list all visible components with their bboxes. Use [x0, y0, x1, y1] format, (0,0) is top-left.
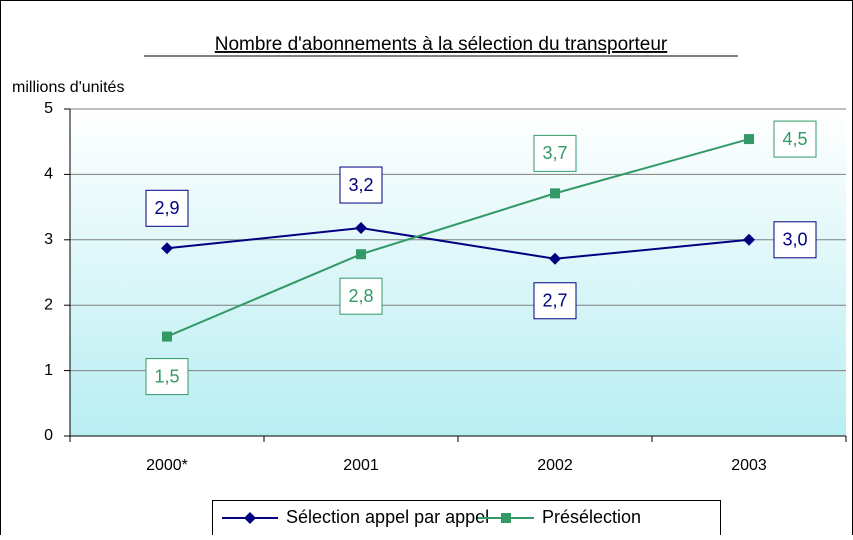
data-label: 3,7	[542, 143, 567, 163]
marker	[501, 513, 511, 523]
y-tick-label: 3	[44, 231, 53, 248]
y-tick-label: 5	[44, 100, 53, 117]
data-label-box	[339, 277, 383, 315]
y-tick-label: 4	[44, 166, 53, 183]
y-axis-label: millions d'unités	[12, 79, 124, 96]
data-label: 4,5	[782, 129, 807, 149]
marker	[356, 249, 366, 260]
plot-area	[70, 109, 846, 436]
legend-label: Sélection appel par appel	[286, 507, 489, 527]
data-label: 3,2	[348, 175, 373, 195]
series-line	[166, 227, 750, 260]
data-label: 2,9	[154, 198, 179, 218]
legend	[212, 500, 721, 540]
legend-label: Présélection	[542, 507, 641, 527]
series-line	[166, 138, 750, 338]
x-tick-label: 2000*	[146, 457, 188, 474]
data-label-box	[773, 120, 817, 158]
data-label-box	[145, 358, 189, 396]
y-tick-label: 1	[44, 362, 53, 379]
chart-title: Nombre d'abonnements à la sélection du t…	[215, 34, 668, 55]
marker	[743, 233, 755, 246]
data-label: 2,7	[542, 291, 567, 311]
x-tick-label: 2001	[343, 457, 379, 474]
marker	[744, 134, 754, 145]
data-label-box	[533, 282, 577, 320]
marker	[161, 242, 173, 255]
marker	[549, 252, 561, 265]
x-tick-label: 2002	[537, 457, 573, 474]
data-label-box	[533, 134, 577, 172]
x-tick-label: 2003	[731, 457, 767, 474]
marker	[550, 188, 560, 199]
marker	[355, 222, 367, 235]
data-label-box	[339, 166, 383, 204]
data-label-box	[773, 221, 817, 259]
data-label: 1,5	[154, 366, 179, 386]
data-label: 3,0	[782, 230, 807, 250]
data-label-box	[145, 189, 189, 227]
marker	[244, 512, 256, 524]
marker	[162, 331, 172, 342]
data-label: 2,8	[348, 286, 373, 306]
y-tick-label: 2	[44, 296, 53, 313]
y-tick-label: 0	[44, 427, 53, 444]
